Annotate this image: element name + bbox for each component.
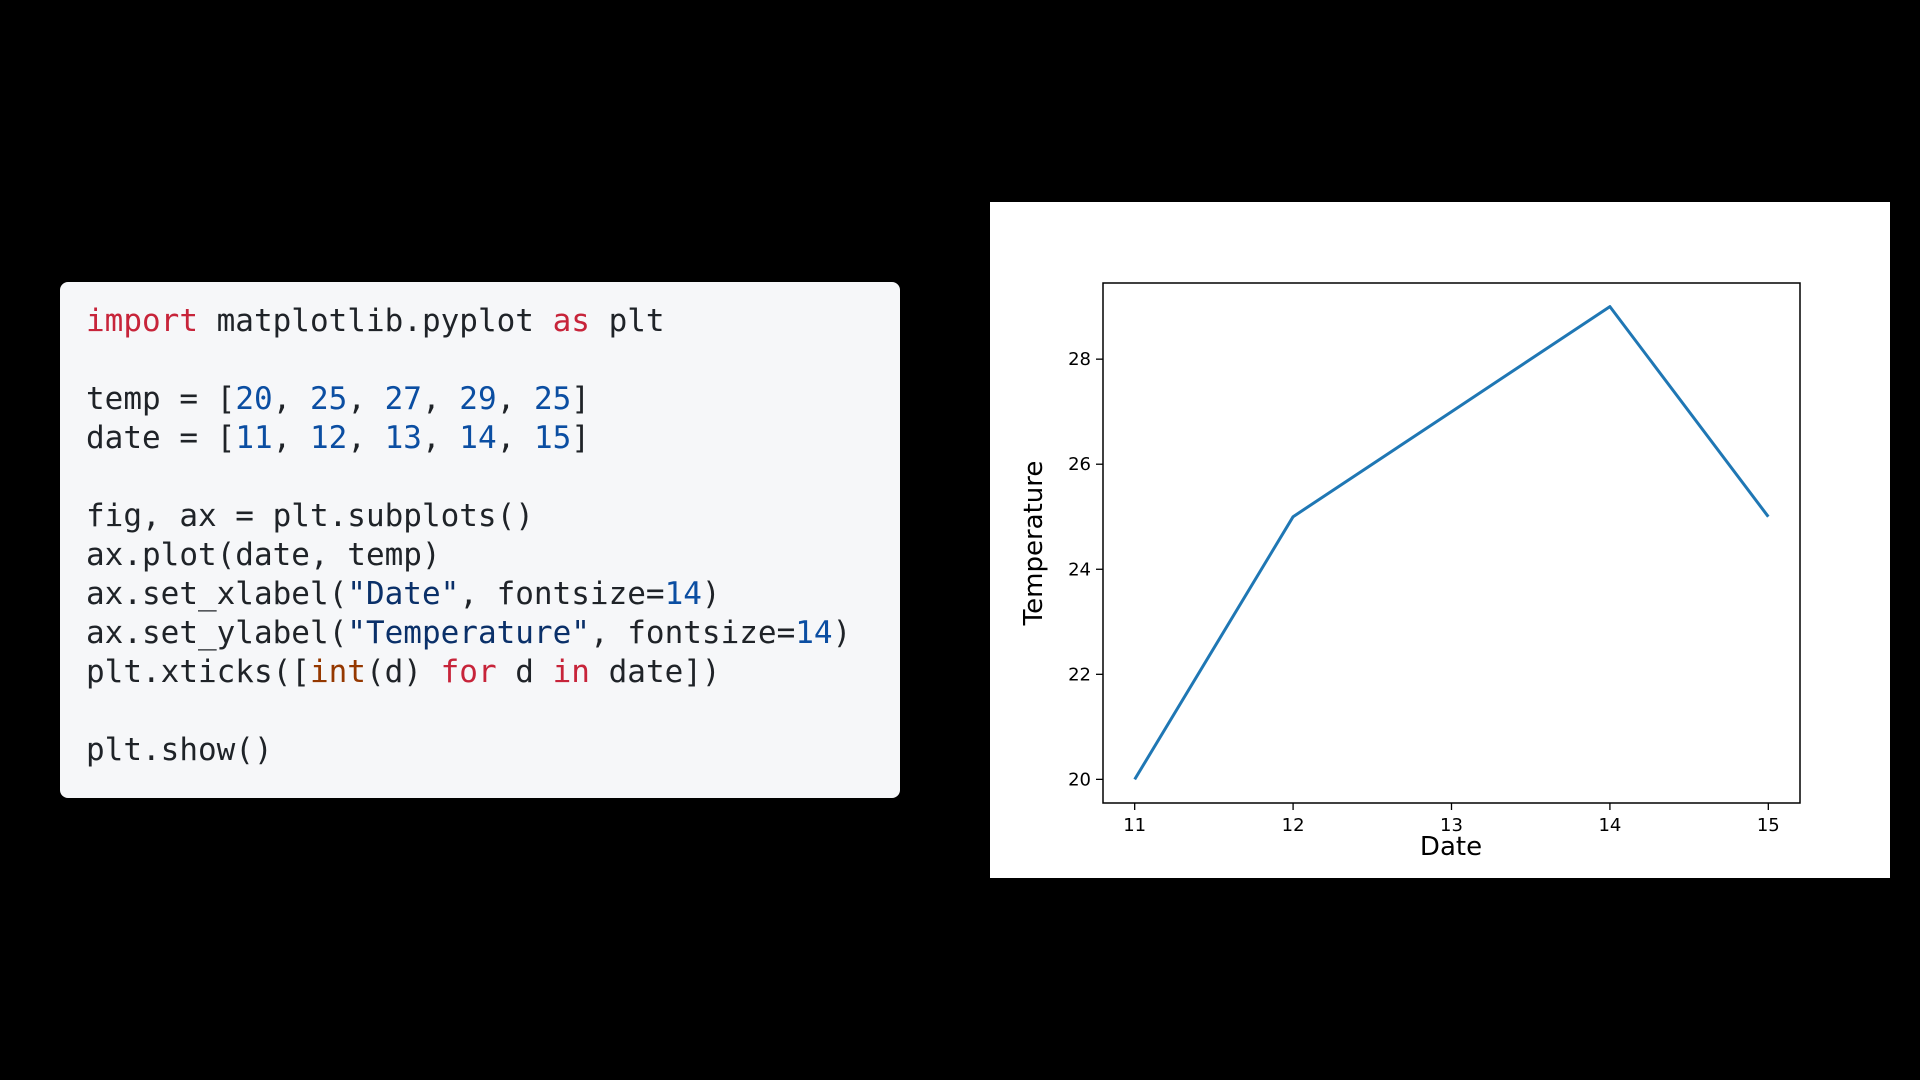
code-token: ax.set_ylabel( [86, 615, 348, 651]
code-token: 13 [384, 420, 422, 456]
code-line: temp = [20, 25, 27, 29, 25] [86, 380, 874, 419]
y-tick-label: 24 [1068, 559, 1091, 580]
code-line: plt.xticks([int(d) for d in date]) [86, 653, 874, 692]
y-tick-label: 26 [1068, 454, 1091, 475]
code-token: temp = [ [86, 381, 236, 417]
code-line: date = [11, 12, 13, 14, 15] [86, 419, 874, 458]
code-block: import matplotlib.pyplot as plt temp = [2… [60, 282, 900, 798]
y-tick-label: 22 [1068, 664, 1091, 685]
code-line [86, 692, 874, 731]
code-token: date = [ [86, 420, 236, 456]
code-token: (d) [365, 654, 441, 690]
code-line: ax.plot(date, temp) [86, 536, 874, 575]
code-token: "Temperature" [347, 615, 590, 651]
code-token: 11 [235, 420, 273, 456]
x-tick-label: 11 [1123, 815, 1146, 836]
code-token: ] [571, 381, 590, 417]
code-token: 14 [664, 576, 702, 612]
code-token: , [421, 381, 460, 417]
code-token: int [309, 654, 366, 690]
line-chart: 20 22 24 26 28 11 12 13 14 15 Date Temperature [1019, 282, 1801, 862]
code-token: , [272, 420, 310, 456]
code-token: ] [571, 420, 590, 456]
code-token: , [496, 381, 534, 417]
code-token: ax.plot(date, temp) [86, 537, 441, 573]
code-line: fig, ax = plt.subplots() [86, 497, 874, 536]
y-tick-label: 20 [1068, 769, 1091, 790]
temperature-series-line [1133, 305, 1770, 781]
code-token: fig, ax = plt.subplots() [86, 498, 534, 534]
chart-panel: 20 22 24 26 28 11 12 13 14 15 Date Temperature [990, 202, 1890, 878]
code-line [86, 458, 874, 497]
code-token: date]) [589, 654, 721, 690]
code-token: in [552, 654, 590, 690]
code-token: as [552, 303, 590, 339]
code-token: plt.xticks([ [86, 654, 310, 690]
code-line: import matplotlib.pyplot as plt [86, 302, 874, 341]
x-tick-label: 13 [1440, 815, 1463, 836]
code-token: 25 [309, 381, 348, 417]
code-token: , fontsize= [459, 576, 665, 612]
code-token: 14 [459, 420, 497, 456]
code-token: 12 [309, 420, 348, 456]
code-token: , [421, 420, 460, 456]
code-token: for [440, 654, 497, 690]
y-axis: 20 22 24 26 28 [1068, 349, 1103, 790]
code-token: ax.set_xlabel( [86, 576, 348, 612]
y-axis-label: Temperature [1019, 461, 1049, 627]
code-token: plt [589, 303, 665, 339]
code-token: d [496, 654, 553, 690]
code-token: import [86, 303, 198, 339]
code-token: 29 [459, 381, 497, 417]
x-axis: 11 12 13 14 15 [1123, 803, 1780, 836]
code-token: 14 [795, 615, 833, 651]
code-token: matplotlib.pyplot [197, 303, 553, 339]
code-token: 25 [533, 381, 572, 417]
code-token: 27 [384, 381, 422, 417]
code-line: ax.set_ylabel("Temperature", fontsize=14… [86, 614, 874, 653]
code-token: , [272, 381, 310, 417]
code-token: , [347, 420, 385, 456]
x-tick-label: 14 [1598, 815, 1621, 836]
plot-frame [1102, 282, 1801, 804]
series-layer [1133, 305, 1770, 781]
y-tick-label: 28 [1068, 349, 1091, 370]
code-line: plt.show() [86, 731, 874, 770]
code-line [86, 341, 874, 380]
x-axis-label: Date [1420, 832, 1482, 862]
code-token: , [347, 381, 385, 417]
x-tick-label: 15 [1757, 815, 1780, 836]
code-token: , fontsize= [589, 615, 796, 651]
code-token: 20 [235, 381, 273, 417]
code-token: , [496, 420, 534, 456]
code-token: 15 [533, 420, 572, 456]
x-tick-label: 12 [1282, 815, 1305, 836]
code-token: ) [701, 576, 721, 612]
code-line: ax.set_xlabel("Date", fontsize=14) [86, 575, 874, 614]
code-token: "Date" [347, 576, 460, 612]
code-token: ) [832, 615, 852, 651]
code-token: plt.show() [86, 732, 273, 768]
